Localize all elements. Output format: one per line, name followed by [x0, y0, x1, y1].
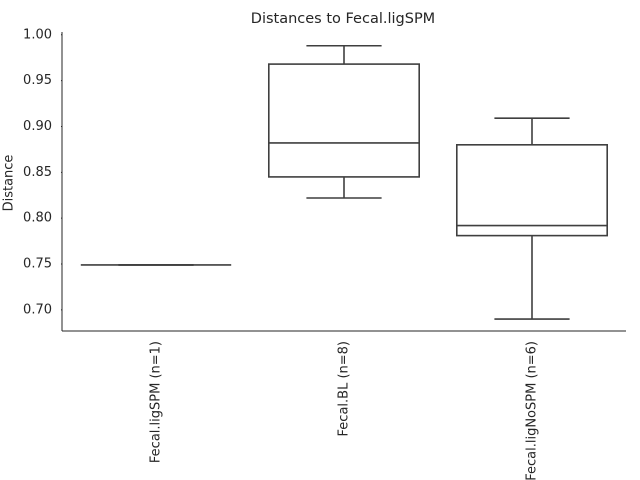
x-tick-label: Fecal.BL (n=8)	[337, 341, 352, 436]
y-tick-label: 1.00	[23, 27, 52, 42]
y-tick-label: 0.80	[23, 211, 52, 226]
y-tick-label: 0.85	[23, 165, 52, 180]
y-axis-label: Distance	[2, 155, 17, 212]
x-tick-label: Fecal.ligSPM (n=1)	[149, 341, 164, 463]
y-tick-label: 0.90	[23, 119, 52, 134]
y-tick-label: 0.70	[23, 302, 52, 317]
y-tick-label: 0.95	[23, 73, 52, 88]
y-tick-label: 0.75	[23, 257, 52, 272]
box	[267, 63, 420, 178]
box	[455, 144, 608, 237]
x-tick-label: Fecal.ligNoSPM (n=6)	[525, 341, 540, 480]
chart-title: Distances to Fecal.ligSPM	[251, 11, 435, 27]
